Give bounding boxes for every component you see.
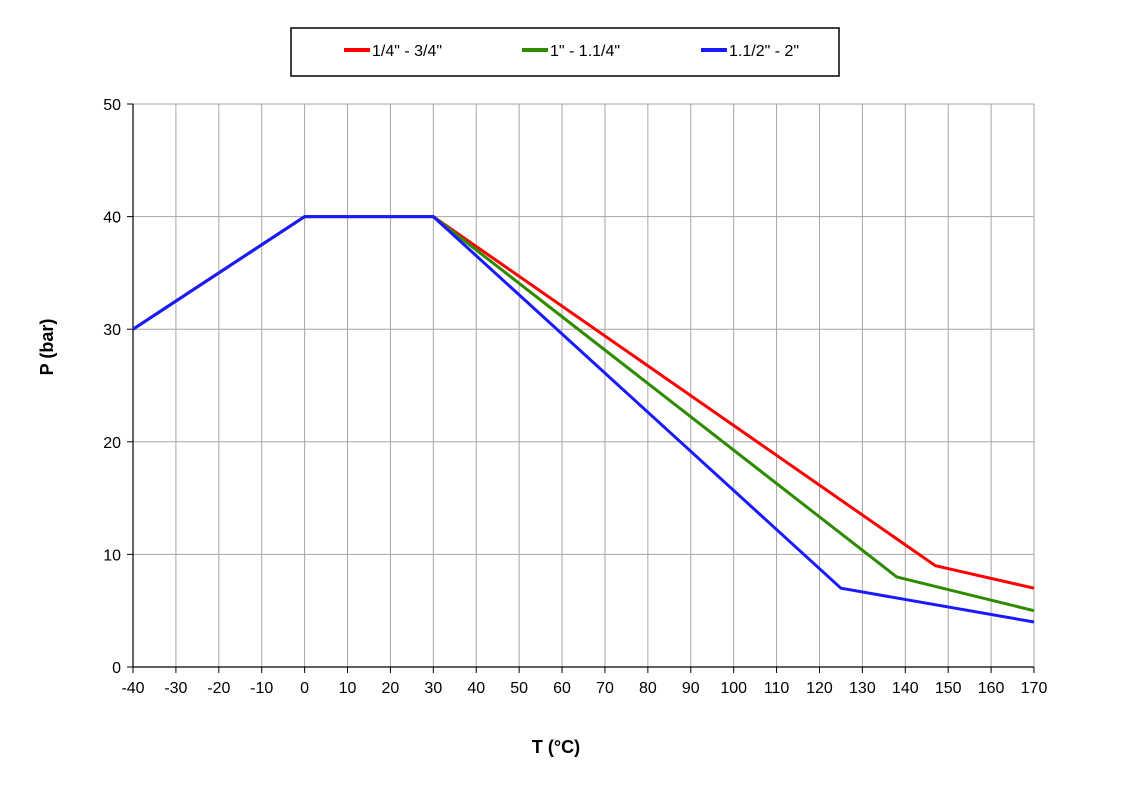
x-tick-label: 80 bbox=[639, 680, 657, 697]
series-lines bbox=[132, 215, 1035, 624]
x-tick-label: 30 bbox=[424, 680, 442, 697]
x-tick-label: 160 bbox=[978, 680, 1005, 697]
legend-label-1: 1/4" - 3/4" bbox=[372, 43, 442, 60]
x-tick-label: 60 bbox=[553, 680, 571, 697]
x-tick-label: 150 bbox=[935, 680, 962, 697]
y-tick-label: 50 bbox=[103, 97, 121, 114]
x-tick-label: -10 bbox=[250, 680, 273, 697]
y-axis-title: P (bar) bbox=[37, 319, 57, 376]
x-tick-label: 90 bbox=[682, 680, 700, 697]
axes bbox=[127, 103, 1035, 673]
legend: 1/4" - 3/4" 1" - 1.1/4" 1.1/2" - 2" bbox=[290, 27, 840, 77]
tick-labels: -40 -30 -20 -10 0 10 20 30 40 50 60 70 80 90 100 110 120… bbox=[103, 97, 1047, 697]
x-tick-label: 130 bbox=[849, 680, 876, 697]
x-tick-label: -20 bbox=[207, 680, 230, 697]
x-tick-label: -40 bbox=[121, 680, 144, 697]
x-tick-label: 120 bbox=[806, 680, 833, 697]
x-tick-label: 70 bbox=[596, 680, 614, 697]
x-tick-label: 100 bbox=[720, 680, 747, 697]
legend-frame bbox=[290, 27, 840, 77]
x-tick-label: 170 bbox=[1021, 680, 1048, 697]
x-tick-label: 140 bbox=[892, 680, 919, 697]
x-axis-title: T (°C) bbox=[532, 737, 580, 757]
series-line-2 bbox=[132, 215, 1035, 613]
x-tick-label: 20 bbox=[382, 680, 400, 697]
legend-label-3: 1.1/2" - 2" bbox=[729, 43, 799, 60]
y-tick-label: 10 bbox=[103, 547, 121, 564]
legend-label-2: 1" - 1.1/4" bbox=[550, 43, 620, 60]
series-line-3 bbox=[132, 215, 1035, 624]
x-tick-label: 0 bbox=[300, 680, 309, 697]
series-line-1 bbox=[132, 215, 1035, 590]
grid bbox=[132, 103, 1035, 668]
x-tick-label: -30 bbox=[164, 680, 187, 697]
x-tick-label: 110 bbox=[764, 680, 790, 697]
x-tick-label: 50 bbox=[510, 680, 528, 697]
y-tick-label: 30 bbox=[103, 322, 121, 339]
y-tick-label: 0 bbox=[112, 660, 121, 677]
y-tick-label: 40 bbox=[103, 210, 121, 227]
x-tick-label: 40 bbox=[467, 680, 485, 697]
x-tick-label: 10 bbox=[339, 680, 357, 697]
y-tick-label: 20 bbox=[103, 435, 121, 452]
